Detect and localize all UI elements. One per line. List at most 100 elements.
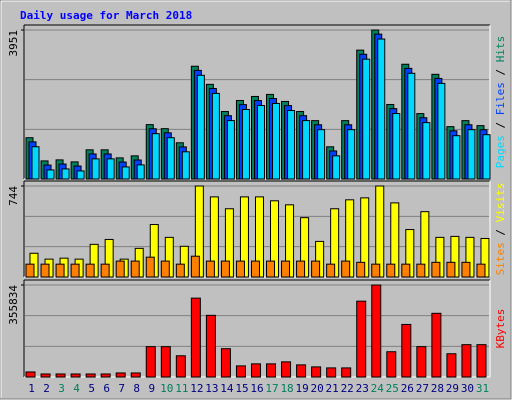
bar [311,260,321,278]
bar [55,373,66,378]
bar [76,170,85,180]
bar [115,260,125,278]
legend-separator: / [494,115,507,135]
bar [356,261,366,278]
bar [70,263,80,278]
bar [130,260,140,278]
x-tick-label: 12 [190,382,203,395]
bar [461,344,472,378]
y-tick-label: 355834 [7,285,20,325]
x-tick-label: 2 [43,382,50,395]
bar [302,120,311,180]
bar [371,263,381,278]
bar [482,134,491,180]
bar [347,129,356,180]
legend-separator: / [494,222,507,242]
x-tick-label: 17 [265,382,278,395]
bar [452,135,461,180]
bar [281,361,292,378]
bar [100,373,111,378]
bar [40,373,51,378]
x-tick-label: 19 [295,382,308,395]
bar [272,102,281,180]
bar [371,284,382,378]
bar [476,344,487,378]
bar [416,263,426,278]
bar [136,164,145,180]
bar [121,166,130,180]
x-tick-label: 16 [250,382,263,395]
bar [446,353,457,378]
bar [85,263,95,278]
bar [235,260,245,278]
bar [356,300,367,378]
bar [256,104,265,180]
bar [266,363,277,378]
x-tick-label: 5 [88,382,95,395]
bar [196,74,205,180]
chart-title: Daily usage for March 2018 [20,9,192,22]
bar [175,355,186,378]
bar [311,366,322,378]
bar [46,169,55,180]
y-tick-label: 3951 [7,30,20,57]
x-tick-label: 31 [476,382,489,395]
bar [287,110,296,180]
legend-separator: / [494,62,507,82]
bar [241,109,250,180]
plot-area [24,280,490,377]
x-tick-label: 23 [356,382,369,395]
x-tick-label: 20 [311,382,324,395]
legend: Pages / Files / Hits [494,36,507,169]
bar [190,297,201,378]
x-tick-label: 29 [446,382,459,395]
bar [181,151,190,180]
bar [326,367,337,378]
legend-entry: KBytes [494,309,507,349]
legend-entry: Files [494,82,507,115]
x-tick-label: 30 [461,382,474,395]
bar [220,348,231,378]
bar [25,371,36,378]
bar [211,92,220,180]
bar [341,367,352,378]
bar [31,146,40,180]
bar [40,263,50,278]
bar [416,346,427,378]
bar [317,129,326,180]
bar [250,260,260,278]
x-tick-label: 15 [235,382,248,395]
bar [145,346,156,378]
bar [386,263,396,278]
bar [235,365,246,378]
bar [296,364,307,378]
bar [362,58,371,180]
bar [160,260,170,278]
bar [401,323,412,378]
x-tick-label: 25 [386,382,399,395]
x-tick-label: 27 [416,382,429,395]
bar [386,351,397,378]
legend-entry: Visits [494,183,507,223]
bar [106,158,115,180]
x-tick-label: 4 [73,382,80,395]
bar [341,260,351,278]
legend-entry: Hits [494,36,507,63]
x-tick-label: 11 [175,382,188,395]
x-tick-label: 14 [220,382,234,395]
x-tick-label: 6 [103,382,110,395]
bar [160,346,171,378]
x-tick-label: 21 [326,382,339,395]
bar [25,263,35,278]
bar [377,38,386,180]
x-tick-label: 22 [341,382,354,395]
bar [281,260,291,278]
legend-entry: Sites [494,242,507,275]
bar [332,155,341,180]
bar [91,158,100,180]
x-tick-label: 24 [371,382,385,395]
bar [115,372,126,378]
x-tick-label: 1 [28,382,35,395]
x-tick-label: 9 [148,382,155,395]
